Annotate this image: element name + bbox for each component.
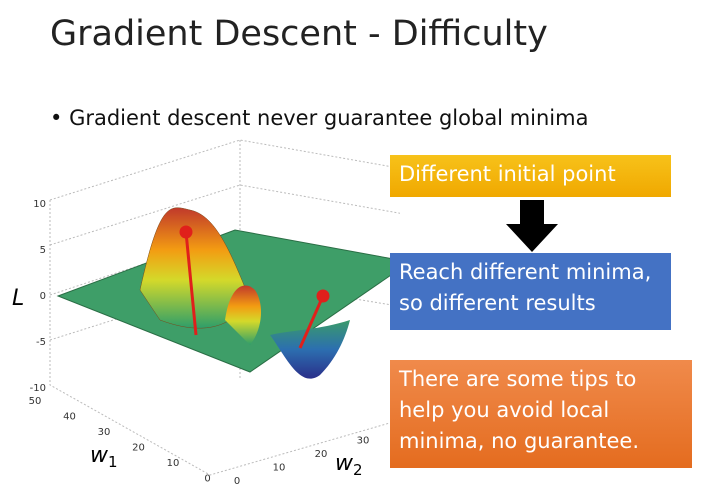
z-tick-label: -5 — [36, 337, 46, 348]
z-tick-label: 10 — [33, 199, 46, 210]
w2-label-text: w — [335, 451, 354, 476]
surface-bump — [225, 285, 262, 345]
box-line: help you avoid local — [399, 398, 610, 422]
w1-tick-label: 40 — [63, 412, 76, 423]
w1-tick-label: 10 — [167, 458, 180, 469]
box-line: so different results — [399, 291, 596, 315]
w1-label-text: w — [90, 443, 109, 468]
z-tick-label: 0 — [40, 291, 46, 302]
minima-box: Reach different minima, so different resu… — [390, 253, 671, 330]
w2-tick-label: 10 — [273, 463, 286, 474]
w1-tick-label: 50 — [29, 396, 42, 407]
w2-tick-label: 30 — [357, 436, 370, 447]
w1-label: w1 — [90, 443, 118, 471]
down-arrow — [506, 200, 558, 252]
w1-label-sub: 1 — [108, 453, 118, 471]
initial-point-box: Different initial point — [390, 155, 671, 197]
box-line: Reach different minima, — [399, 260, 652, 284]
w1-tick-label: 0 — [204, 474, 210, 485]
w2-tick-label: 20 — [315, 449, 328, 460]
box-line: Different initial point — [399, 162, 616, 186]
z-tick-label: -10 — [30, 383, 46, 394]
z-tick-label: 5 — [40, 245, 46, 256]
bullet-text: Gradient descent never guarantee global … — [69, 106, 589, 130]
descent-paths — [179, 225, 330, 349]
surface-valley — [270, 320, 350, 379]
slide-title: Gradient Descent - Difficulty — [50, 14, 548, 54]
bullet: • Gradient descent never guarantee globa… — [50, 106, 589, 130]
w2-label-sub: 2 — [353, 461, 363, 479]
box-line: There are some tips to — [399, 367, 637, 391]
box-line: minima, no guarantee. — [399, 429, 640, 453]
w1-tick-label: 20 — [132, 443, 145, 454]
z-axis-label: L — [12, 286, 24, 311]
w2-label: w2 — [335, 451, 363, 479]
surface-peak — [139, 207, 251, 329]
w1-tick-label: 30 — [98, 427, 111, 438]
w2-tick-label: 0 — [234, 476, 240, 487]
tips-box: There are some tips to help you avoid loc… — [390, 360, 692, 468]
